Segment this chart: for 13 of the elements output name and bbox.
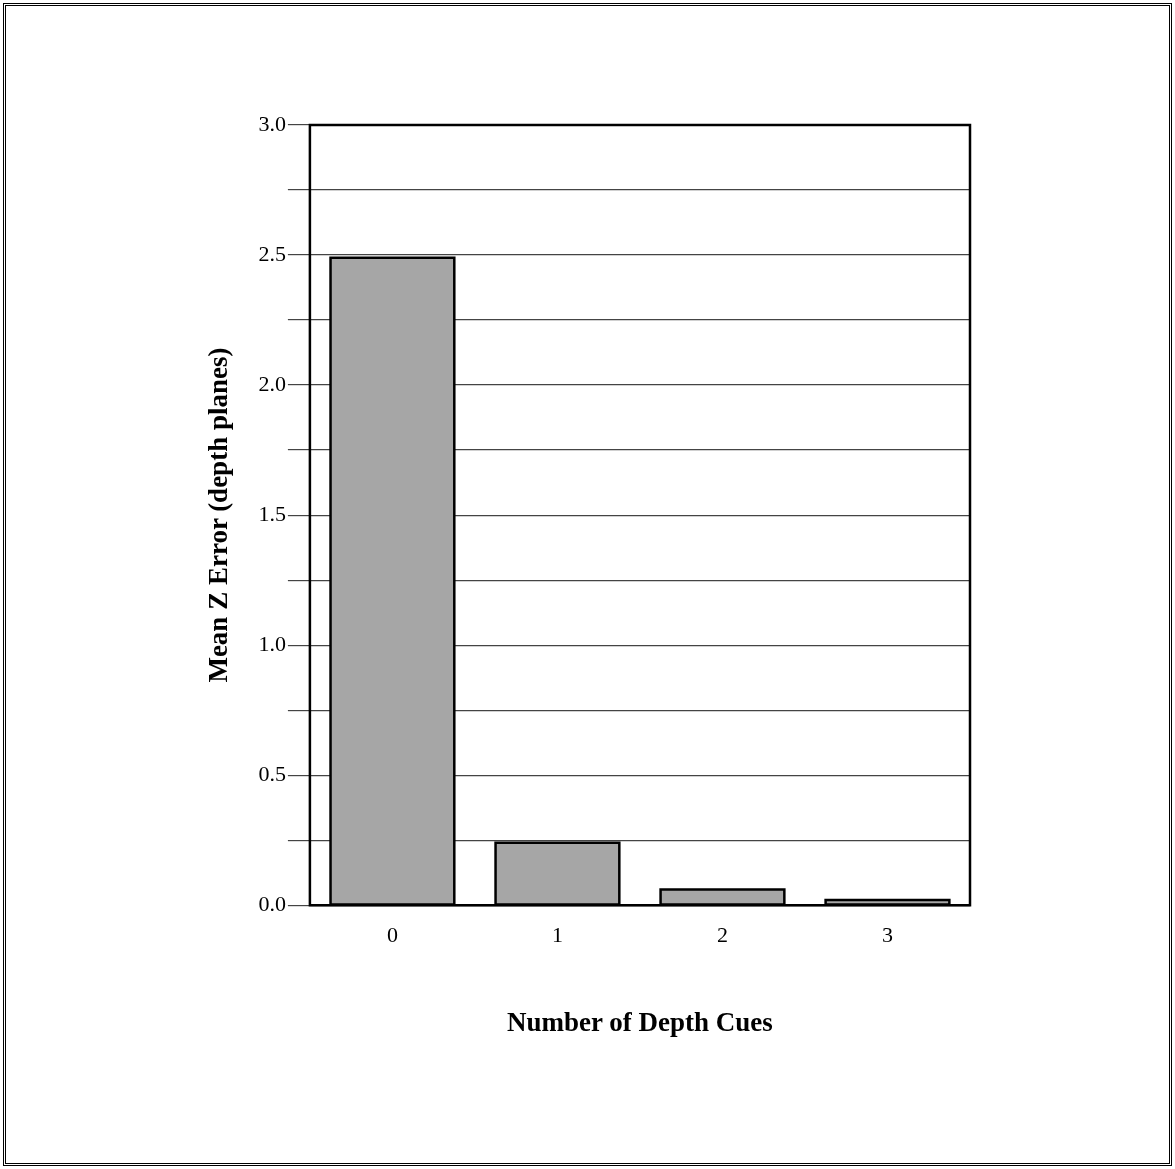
y-tick-label: 0.0 xyxy=(258,890,286,916)
y-tick-label: 2.0 xyxy=(258,370,286,396)
x-tick-label: 2 xyxy=(716,922,728,948)
y-tick-label: 1.0 xyxy=(258,630,286,656)
y-tick-label: 2.5 xyxy=(258,240,286,266)
x-tick-label: 0 xyxy=(386,922,398,948)
x-axis-title: Number of Depth Cues xyxy=(507,1006,773,1037)
y-tick-label: 3.0 xyxy=(258,110,286,136)
y-tick-label: 1.5 xyxy=(258,500,286,526)
y-axis-title: Mean Z Error (depth planes) xyxy=(203,347,234,683)
x-tick-label: 1 xyxy=(551,922,563,948)
y-tick-label: 0.5 xyxy=(258,760,286,786)
x-tick-label: 3 xyxy=(881,922,893,948)
